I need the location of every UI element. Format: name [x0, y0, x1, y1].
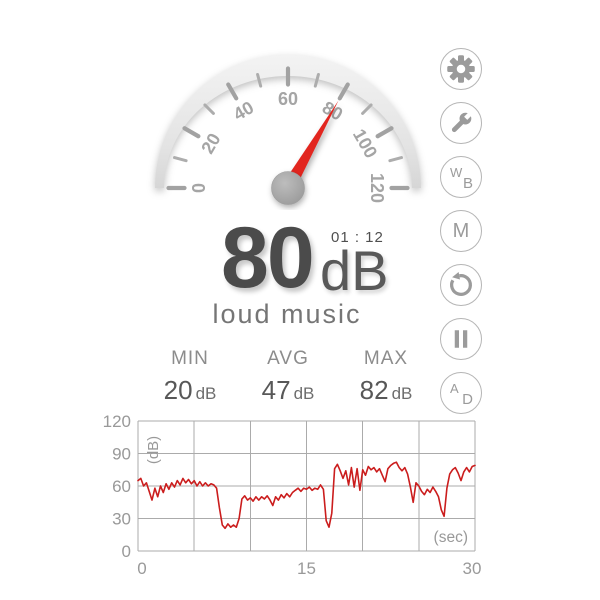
pause-icon	[454, 330, 468, 348]
stat-max-value: 82 dB	[359, 375, 413, 405]
pause-button[interactable]	[440, 318, 482, 360]
svg-text:120: 120	[103, 412, 131, 431]
svg-text:60: 60	[278, 89, 298, 109]
chart-tick-labels: 0 30 60 90 120 0 15 30	[103, 412, 482, 578]
weighting-letter-b: B	[462, 175, 473, 192]
stat-max-label: MAX	[363, 348, 409, 369]
settings-button[interactable]	[440, 48, 482, 90]
sidebar: W B M A D	[440, 48, 482, 426]
chart-series	[137, 461, 476, 530]
svg-text:60: 60	[112, 477, 131, 496]
stat-max: MAX 82 dB	[338, 348, 434, 406]
weighting-button[interactable]: W B	[440, 156, 482, 198]
svg-text:(sec): (sec)	[434, 529, 468, 546]
gauge-hub	[271, 171, 305, 205]
calibration-button[interactable]	[440, 102, 482, 144]
display-mode-button[interactable]: A D	[440, 372, 482, 414]
stat-avg-value: 47 dB	[261, 375, 315, 405]
reset-button[interactable]	[440, 264, 482, 306]
stat-avg-label: AVG	[267, 348, 309, 369]
gauge: 020406080100120	[155, 55, 421, 205]
max-hold-button[interactable]: M	[440, 210, 482, 252]
max-hold-letter: M	[452, 219, 470, 242]
svg-text:100: 100	[349, 125, 381, 161]
reset-icon	[450, 272, 472, 296]
display-mode-letter-d: D	[462, 391, 473, 408]
svg-text:15: 15	[297, 559, 316, 578]
svg-text:30: 30	[112, 510, 131, 529]
stat-min-label: MIN	[171, 348, 209, 369]
gauge-needle	[282, 100, 339, 192]
history-chart: 0 30 60 90 120 0 15 30 (dB) (sec)	[103, 412, 482, 578]
svg-text:20: 20	[197, 130, 224, 157]
noise-description: loud music	[212, 299, 362, 329]
svg-text:(dB): (dB)	[145, 436, 162, 464]
gear-icon	[447, 55, 475, 83]
weighting-letter-w: W	[450, 165, 463, 180]
chart-axis-labels: (dB) (sec)	[145, 436, 468, 546]
current-db-value: 80	[221, 210, 315, 306]
stat-min: MIN 20 dB	[142, 348, 238, 406]
elapsed-timer: 01 : 12	[331, 229, 384, 246]
svg-text:0: 0	[189, 183, 209, 193]
current-db-unit: dB	[320, 239, 389, 302]
svg-text:120: 120	[367, 173, 387, 203]
stats-row: MIN 20 dB AVG 47 dB MAX 82 dB	[142, 348, 434, 406]
svg-text:90: 90	[112, 445, 131, 464]
chart-grid	[137, 420, 476, 552]
svg-text:30: 30	[463, 559, 482, 578]
gauge-ring	[155, 55, 421, 188]
wrench-icon	[451, 111, 473, 133]
svg-text:40: 40	[230, 97, 257, 124]
gauge-ticks	[166, 66, 410, 191]
svg-text:0: 0	[122, 542, 131, 561]
stat-avg: AVG 47 dB	[240, 348, 336, 406]
svg-text:0: 0	[137, 559, 146, 578]
stat-min-value: 20 dB	[163, 375, 217, 405]
display-mode-letter-a: A	[450, 381, 459, 396]
